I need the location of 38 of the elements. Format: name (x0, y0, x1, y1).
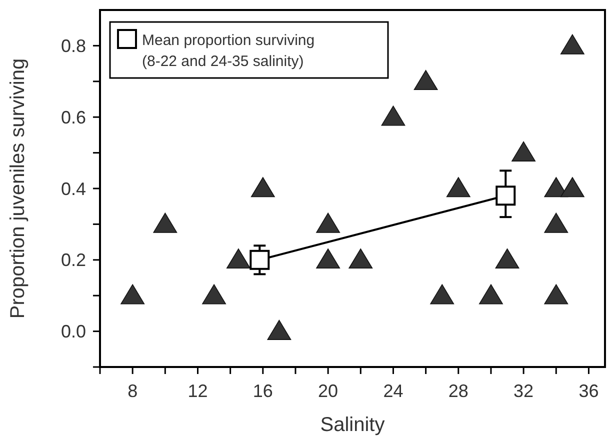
x-tick-label: 28 (448, 381, 468, 401)
point (430, 284, 454, 304)
y-tick-label: 0.4 (60, 178, 86, 199)
x-tick-label: 16 (252, 381, 273, 401)
point (316, 248, 340, 269)
point (414, 70, 438, 90)
point (153, 212, 178, 233)
y-tick-label: 0.2 (60, 250, 86, 270)
legend-label: Mean proportion surviving (8-22 and 24-35 salinity) (142, 32, 315, 70)
point (560, 177, 584, 198)
x-tick-label: 12 (188, 381, 208, 401)
point (250, 250, 270, 270)
point (316, 212, 340, 233)
point (479, 284, 503, 304)
point (496, 186, 516, 206)
x-tick-label: 36 (578, 381, 599, 401)
point (512, 141, 536, 162)
point (226, 248, 250, 269)
point (250, 177, 275, 198)
point (202, 284, 226, 304)
point (495, 248, 520, 269)
x-axis-title: Salinity (320, 414, 385, 436)
x-tick-label: 32 (514, 381, 534, 401)
y-axis-title: Proportion juveniles surviving (7, 58, 29, 319)
y-tick-label: 0.8 (60, 36, 86, 56)
x-tick-label: 20 (318, 381, 338, 401)
point (560, 34, 584, 54)
point (446, 177, 470, 198)
y-tick-label: 0.0 (60, 322, 86, 342)
x-tick-label: 8 (128, 381, 138, 401)
point (348, 248, 373, 269)
y-tick-label: 0.6 (60, 107, 86, 128)
x-tick-label: 24 (383, 381, 404, 401)
point (544, 212, 568, 233)
point (267, 320, 292, 340)
point (544, 284, 568, 304)
point (120, 284, 145, 304)
point (381, 106, 406, 126)
